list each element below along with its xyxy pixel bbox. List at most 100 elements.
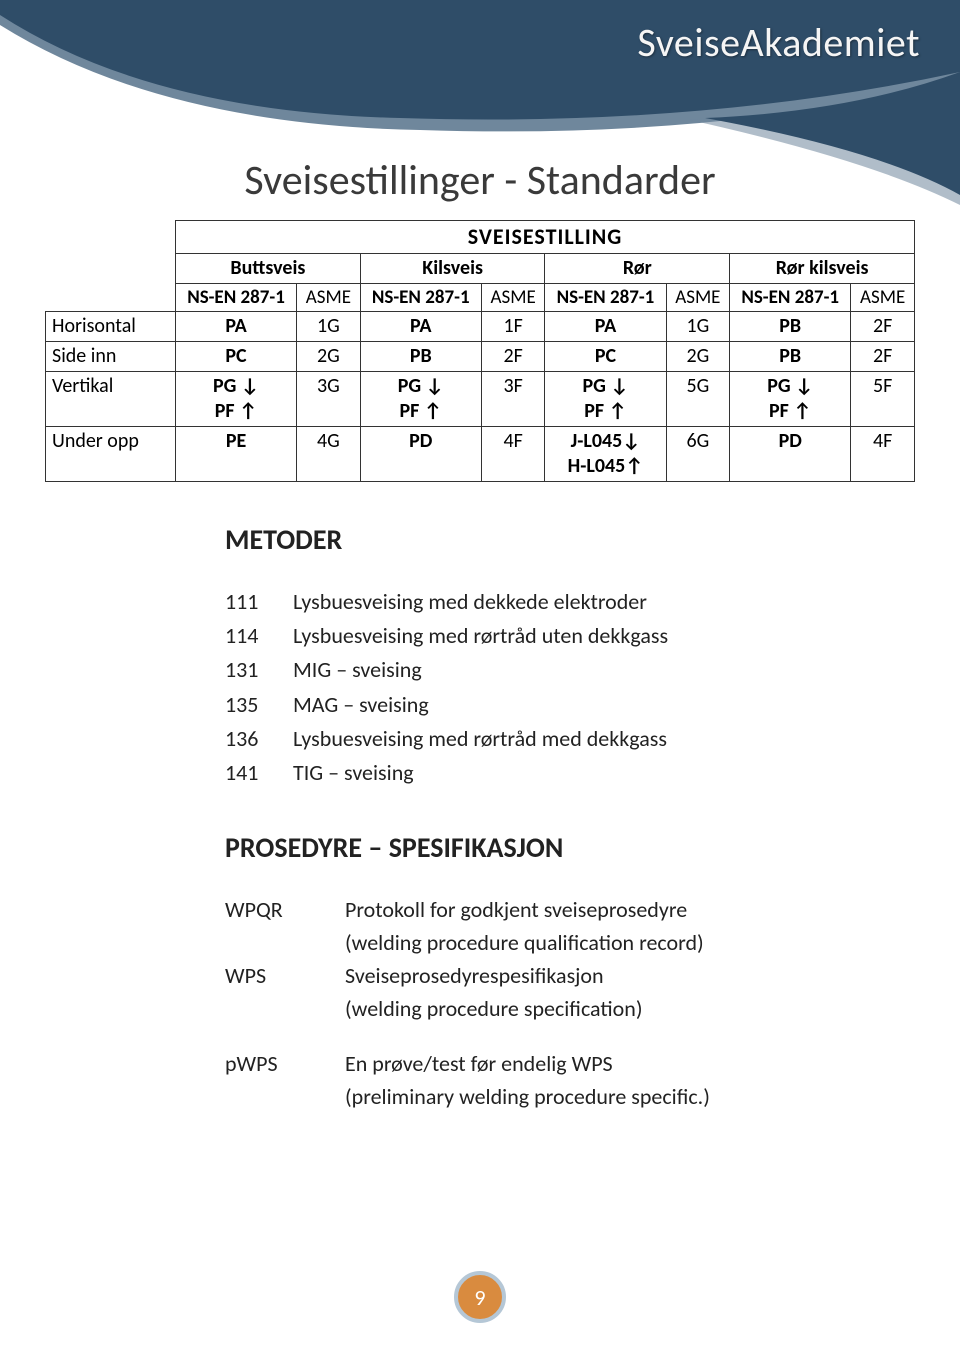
table-row: Side innPC2GPB2FPC2GPB2F [46,342,915,372]
cell-asme: 4F [851,427,915,482]
method-code: 141 [225,756,273,790]
procedure-list: WPQR Protokoll for godkjent sveiseprosedy… [225,893,915,1113]
cell-ns: PC [545,342,666,372]
brand-title: SveiseAkademiet [637,18,920,67]
cell-ns: PB [360,342,481,372]
methods-heading: METODER [225,522,915,557]
cell-asme: 6G [666,427,730,482]
cell-ns: PB [730,312,851,342]
row-label: Horisontal [46,312,176,342]
col-asme: ASME [851,283,915,312]
method-row: 114 Lysbuesveising med rørtråd uten dekkg… [225,619,915,653]
table-corner [46,221,176,312]
spec-row: (welding procedure specification) [225,992,915,1025]
spec-desc: (welding procedure specification) [345,992,915,1025]
col-asme: ASME [666,283,730,312]
method-code: 136 [225,722,273,756]
cell-asme: 2F [851,342,915,372]
method-desc: Lysbuesveising med rørtråd uten dekkgass [293,619,668,653]
spec-desc: En prøve/test før endelig WPS [345,1047,915,1080]
page-number: 9 [474,1284,485,1311]
cell-ns: PE [176,427,297,482]
method-row: 135 MAG – sveising [225,688,915,722]
cell-ns: PD [360,427,481,482]
col-ns: NS-EN 287-1 [360,283,481,312]
spec-row: WPQR Protokoll for godkjent sveiseprosedy… [225,893,915,926]
cell-asme: 2F [851,312,915,342]
table-group-row: Buttsveis Kilsveis Rør Rør kilsveis [46,253,915,283]
method-row: 111 Lysbuesveising med dekkede elektroder [225,585,915,619]
cell-ns: PD [730,427,851,482]
spec-abbr: WPS [225,959,325,992]
row-label: Side inn [46,342,176,372]
group-head: Rør kilsveis [730,253,915,283]
col-asme: ASME [297,283,361,312]
method-desc: MAG – sveising [293,688,429,722]
col-asme: ASME [481,283,545,312]
methods-section: METODER 111 Lysbuesveising med dekkede el… [225,522,915,790]
spec-row: (preliminary welding procedure specific.… [225,1080,915,1113]
cell-ns: PA [360,312,481,342]
method-desc: TIG – sveising [293,756,414,790]
method-desc: Lysbuesveising med dekkede elektroder [293,585,647,619]
methods-list: 111 Lysbuesveising med dekkede elektroder… [225,585,915,790]
table-main-header: SVEISESTILLING [176,221,915,254]
method-row: 141 TIG – sveising [225,756,915,790]
cell-ns: PA [545,312,666,342]
col-ns: NS-EN 287-1 [545,283,666,312]
spec-desc: (welding procedure qualification record) [345,926,915,959]
cell-ns: J-L045↓H-L045↑ [545,427,666,482]
cell-ns: PG ↓PF ↑ [360,372,481,427]
table-row: Under oppPE4GPD4FJ-L045↓H-L045↑6GPD4F [46,427,915,482]
spec-abbr-blank [225,1080,325,1113]
spec-row: pWPS En prøve/test før endelig WPS [225,1047,915,1080]
table-row: VertikalPG ↓PF ↑3GPG ↓PF ↑3FPG ↓PF ↑5GPG… [46,372,915,427]
page-content: SVEISESTILLING Buttsveis Kilsveis Rør Rø… [45,220,915,1113]
procedure-heading: PROSEDYRE – SPESIFIKASJON [225,830,915,865]
col-ns: NS-EN 287-1 [730,283,851,312]
cell-asme: 5G [666,372,730,427]
cell-asme: 2G [297,342,361,372]
cell-asme: 2F [481,342,545,372]
cell-ns: PG ↓PF ↑ [730,372,851,427]
row-label: Under opp [46,427,176,482]
method-row: 131MIG – sveising [225,653,915,687]
spec-desc: Protokoll for godkjent sveiseprosedyre [345,893,915,926]
spec-row: (welding procedure qualification record) [225,926,915,959]
group-head: Rør [545,253,730,283]
cell-ns: PC [176,342,297,372]
cell-ns: PG ↓PF ↑ [545,372,666,427]
table-subhead-row: NS-EN 287-1 ASME NS-EN 287-1 ASME NS-EN … [46,283,915,312]
cell-asme: 1G [666,312,730,342]
cell-asme: 1F [481,312,545,342]
method-code: 111 [225,585,273,619]
cell-asme: 4F [481,427,545,482]
spec-abbr-blank [225,926,325,959]
cell-asme: 5F [851,372,915,427]
cell-asme: 1G [297,312,361,342]
row-label: Vertikal [46,372,176,427]
spec-desc: (preliminary welding procedure specific.… [345,1080,915,1113]
col-ns: NS-EN 287-1 [176,283,297,312]
method-code: 135 [225,688,273,722]
spec-row: WPS Sveiseprosedyrespesifikasjon [225,959,915,992]
cell-asme: 2G [666,342,730,372]
cell-ns: PG ↓PF ↑ [176,372,297,427]
page-number-badge: 9 [454,1271,506,1323]
method-code: 114 [225,619,273,653]
positions-table: SVEISESTILLING Buttsveis Kilsveis Rør Rø… [45,220,915,482]
spec-abbr: pWPS [225,1047,325,1080]
cell-asme: 3F [481,372,545,427]
group-head: Kilsveis [360,253,545,283]
spec-abbr: WPQR [225,893,325,926]
method-row: 136 Lysbuesveising med rørtråd med dekkga… [225,722,915,756]
spec-desc: Sveiseprosedyrespesifikasjon [345,959,915,992]
method-desc: Lysbuesveising med rørtråd med dekkgass [293,722,667,756]
method-code: 131 [225,653,273,687]
procedure-section: PROSEDYRE – SPESIFIKASJON WPQR Protokoll … [225,830,915,1113]
table-row: HorisontalPA1GPA1FPA1GPB2F [46,312,915,342]
spec-abbr-blank [225,992,325,1025]
group-head: Buttsveis [176,253,361,283]
cell-asme: 3G [297,372,361,427]
cell-ns: PA [176,312,297,342]
